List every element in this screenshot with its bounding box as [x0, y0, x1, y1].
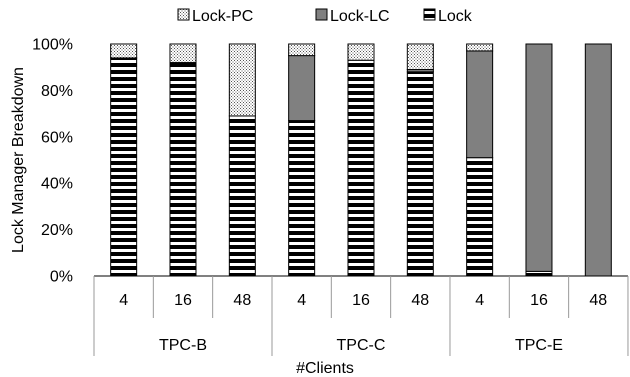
- bar-segment-lock: [288, 120, 316, 277]
- x-tick-label: 48: [411, 292, 429, 309]
- bar-stack: [347, 43, 375, 277]
- bar-segment-lock-lc: [288, 55, 316, 122]
- bar-segment-lock-lc: [584, 43, 612, 277]
- legend-item: Lock: [423, 8, 473, 25]
- bar-segment-lock-pc: [288, 43, 316, 57]
- legend-swatch: [423, 8, 436, 21]
- bar-segment-lock: [406, 71, 434, 277]
- bar-stack: [110, 43, 138, 277]
- legend: Lock-PC Lock-LC Lock: [177, 8, 473, 25]
- bar-segment-lock: [466, 157, 494, 277]
- y-tick-label: 20%: [41, 222, 73, 239]
- x-group-label: TPC-B: [159, 337, 207, 354]
- bar-stack: [584, 43, 612, 277]
- y-tick-label: 40%: [41, 176, 73, 193]
- bar-stack: [525, 43, 553, 277]
- x-group-label: TPC-C: [337, 337, 386, 354]
- bar-segment-lock-pc: [110, 43, 138, 59]
- x-axis: 4 16 48 4 16 48 4 16 48 TPC-B TPC-C TPC-E: [93, 275, 629, 356]
- bar-stack: [466, 43, 494, 277]
- bar-segment-lock: [110, 57, 138, 277]
- bar-segment-lock-lc: [466, 50, 494, 159]
- x-tick-label: 16: [530, 292, 548, 309]
- bar-segment-lock-pc: [406, 43, 434, 71]
- bar-segment-lock: [525, 270, 553, 277]
- y-tick-label: 100%: [32, 37, 73, 54]
- legend-label: Lock-PC: [192, 8, 253, 25]
- bar-segment-lock-pc: [169, 43, 197, 64]
- bar-segment-lock-pc: [347, 43, 375, 61]
- y-axis: 0% 20% 40% 60% 80% 100%: [32, 37, 73, 286]
- bar-stack: [169, 43, 197, 277]
- y-tick-label: 0%: [50, 269, 73, 286]
- x-tick-label: 4: [475, 292, 484, 309]
- x-tick-label: 16: [174, 292, 192, 309]
- y-tick-label: 60%: [41, 129, 73, 146]
- bar-segment-lock-pc: [228, 43, 256, 117]
- x-tick-label: 48: [233, 292, 251, 309]
- y-axis-title: Lock Manager Breakdown: [10, 67, 27, 253]
- bar-segment-lock: [228, 115, 256, 277]
- x-axis-title: #Clients: [296, 360, 354, 377]
- x-tick-label: 16: [352, 292, 370, 309]
- bars: [110, 43, 612, 277]
- x-tick-label: 4: [297, 292, 306, 309]
- bar-stack: [288, 43, 316, 277]
- x-tick-label: 48: [589, 292, 607, 309]
- legend-label: Lock: [438, 8, 473, 25]
- x-tick-label: 4: [119, 292, 128, 309]
- x-group-label: TPC-E: [515, 337, 563, 354]
- legend-label: Lock-LC: [330, 8, 390, 25]
- bar-segment-lock-lc: [525, 43, 553, 272]
- legend-swatch: [177, 8, 190, 21]
- legend-item: Lock-PC: [177, 8, 253, 25]
- bar-segment-lock: [169, 62, 197, 277]
- bar-stack: [228, 43, 256, 277]
- bar-stack: [406, 43, 434, 277]
- legend-item: Lock-LC: [315, 8, 390, 25]
- bar-segment-lock: [347, 59, 375, 277]
- y-tick-label: 80%: [41, 83, 73, 100]
- legend-swatch: [315, 8, 328, 21]
- bar-segment-lock-pc: [466, 43, 494, 52]
